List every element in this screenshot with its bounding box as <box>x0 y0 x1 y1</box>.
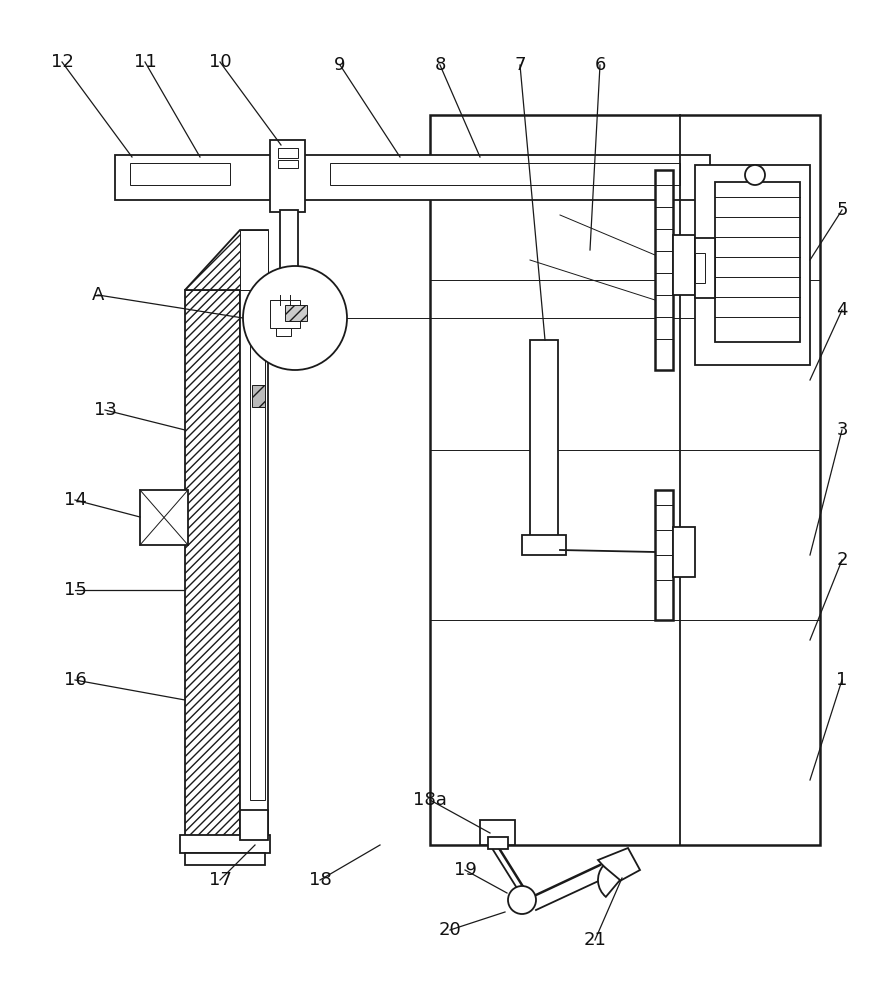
Text: 7: 7 <box>514 56 526 74</box>
Bar <box>488 837 508 849</box>
Text: 12: 12 <box>50 53 74 71</box>
Bar <box>655 490 673 620</box>
Bar <box>240 290 268 840</box>
Circle shape <box>243 266 347 370</box>
Text: 4: 4 <box>836 301 848 319</box>
Bar <box>278 160 298 168</box>
Bar <box>330 163 680 185</box>
Text: A: A <box>92 286 104 304</box>
Text: 9: 9 <box>335 56 346 74</box>
Bar <box>695 238 715 298</box>
Text: 3: 3 <box>836 421 848 439</box>
Bar <box>285 305 307 321</box>
Bar <box>695 165 810 365</box>
Bar <box>185 853 265 865</box>
Bar <box>655 170 673 370</box>
Text: 18a: 18a <box>413 791 447 809</box>
Bar <box>715 182 800 342</box>
Bar <box>250 340 265 800</box>
Bar <box>522 535 566 555</box>
Text: 8: 8 <box>434 56 446 74</box>
Bar <box>140 490 188 545</box>
Bar <box>480 820 515 845</box>
Text: 10: 10 <box>209 53 231 71</box>
Text: 17: 17 <box>209 871 231 889</box>
Text: 6: 6 <box>594 56 606 74</box>
Text: 18: 18 <box>308 871 331 889</box>
Bar <box>252 385 265 407</box>
Bar <box>270 140 305 212</box>
Bar <box>180 835 270 853</box>
Polygon shape <box>598 848 640 882</box>
Bar <box>130 163 230 185</box>
Text: 13: 13 <box>94 401 116 419</box>
Circle shape <box>745 165 765 185</box>
Text: 21: 21 <box>584 931 607 949</box>
Text: 1: 1 <box>836 671 847 689</box>
Bar <box>240 810 268 840</box>
Bar <box>240 230 268 290</box>
Text: 5: 5 <box>836 201 848 219</box>
Text: 20: 20 <box>439 921 461 939</box>
Text: 14: 14 <box>63 491 86 509</box>
Bar <box>278 148 298 158</box>
Text: 19: 19 <box>454 861 476 879</box>
Text: 15: 15 <box>63 581 86 599</box>
Bar <box>673 527 695 577</box>
Bar <box>530 340 558 540</box>
Text: 2: 2 <box>836 551 848 569</box>
Circle shape <box>508 886 536 914</box>
Wedge shape <box>598 866 620 897</box>
Polygon shape <box>185 230 268 290</box>
Bar <box>276 328 291 336</box>
Text: 11: 11 <box>134 53 156 71</box>
Bar <box>115 155 710 200</box>
Bar <box>280 210 298 290</box>
Bar <box>430 115 820 845</box>
Text: 16: 16 <box>63 671 86 689</box>
Bar <box>185 290 240 840</box>
Bar <box>270 300 300 328</box>
Bar <box>673 235 695 295</box>
Bar <box>695 253 705 283</box>
